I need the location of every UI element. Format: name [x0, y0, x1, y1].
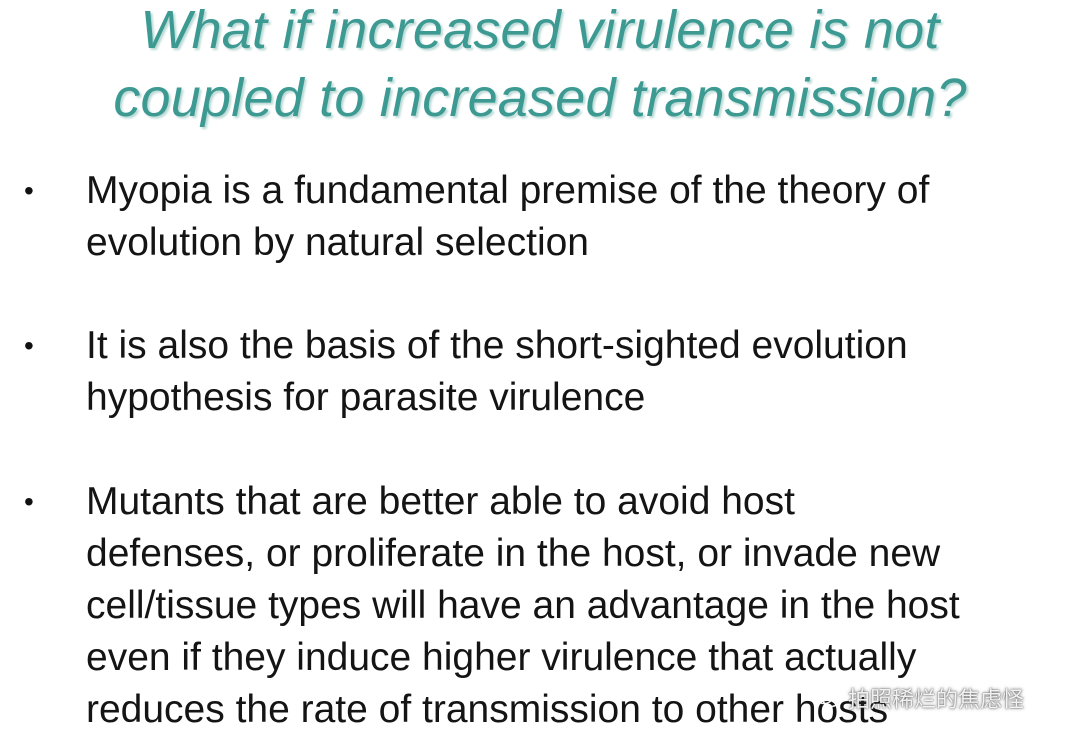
bullet-text-line: defenses, or proliferate in the host, or…: [86, 532, 941, 575]
bullet-text-line: reduces the rate of transmission to othe…: [86, 688, 889, 731]
bullet-text-line: Myopia is a fundamental premise of the t…: [86, 169, 930, 212]
slide-title: What if increased virulence is not coupl…: [40, 0, 1040, 132]
wechat-icon: [814, 687, 840, 708]
bullet-text: Mutants that are better able to avoid ho…: [86, 476, 1076, 736]
bullet-text-line: evolution by natural selection: [86, 221, 589, 264]
bullet-text-line: hypothesis for parasite virulence: [86, 376, 646, 419]
bullet-marker: •: [24, 330, 34, 361]
slide-title-line: What if increased virulence is not: [140, 0, 940, 60]
watermark-text: 拍照稀烂的焦虑怪: [848, 688, 1025, 713]
bullet-text: It is also the basis of the short-sighte…: [86, 320, 1076, 424]
bullet-marker: •: [24, 175, 34, 206]
bullet-text-line: It is also the basis of the short-sighte…: [86, 324, 908, 367]
bullet-text-line: even if they induce higher virulence tha…: [86, 636, 917, 679]
bullet-marker: •: [24, 486, 34, 517]
bullet-text-line: cell/tissue types will have an advantage…: [86, 584, 960, 627]
bullet-text: Myopia is a fundamental premise of the t…: [86, 165, 1076, 269]
watermark: 拍照稀烂的焦虑怪: [814, 678, 1024, 718]
slide-title-line: coupled to increased transmission?: [113, 68, 967, 128]
bullet-text-line: Mutants that are better able to avoid ho…: [86, 480, 795, 523]
